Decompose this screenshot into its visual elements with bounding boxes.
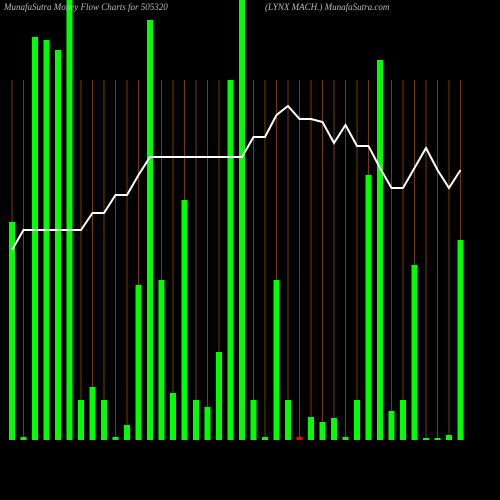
bar [377,60,383,440]
bar [365,175,372,440]
bar [296,437,303,440]
bar [400,400,406,440]
bar [32,37,38,440]
chart-subtitle: (LYNX MACH.) MunafaSutra.com [265,2,390,12]
bar [170,393,176,440]
bar [89,387,96,440]
bar [227,80,234,440]
bar [158,280,165,440]
line [11,104,462,251]
bars [9,0,464,440]
bar [147,20,153,440]
bar [112,437,119,440]
bar [319,422,326,440]
bar [250,400,257,440]
bar [331,418,337,440]
bar [216,352,222,440]
bar [446,435,452,440]
bar [239,0,245,440]
bar [423,438,429,440]
bar [285,400,291,440]
bar [55,50,61,440]
bar [20,437,27,440]
bar [434,438,441,440]
bar [66,0,73,440]
bar [78,400,84,440]
lines [11,104,462,251]
bar [273,280,280,440]
bar [204,407,211,440]
bar [135,285,142,440]
chart-title: MunafaSutra Money Flow Charts for 505320 [3,2,168,12]
bar [181,200,188,440]
bar [457,240,464,440]
bar [342,437,349,440]
bar [124,425,130,440]
bar [308,417,314,440]
bar [262,437,268,440]
bar [101,400,107,440]
bar [354,400,360,440]
bar [193,400,199,440]
bar [9,222,15,440]
bar [388,411,395,440]
bar [43,40,50,440]
bar [411,265,418,440]
